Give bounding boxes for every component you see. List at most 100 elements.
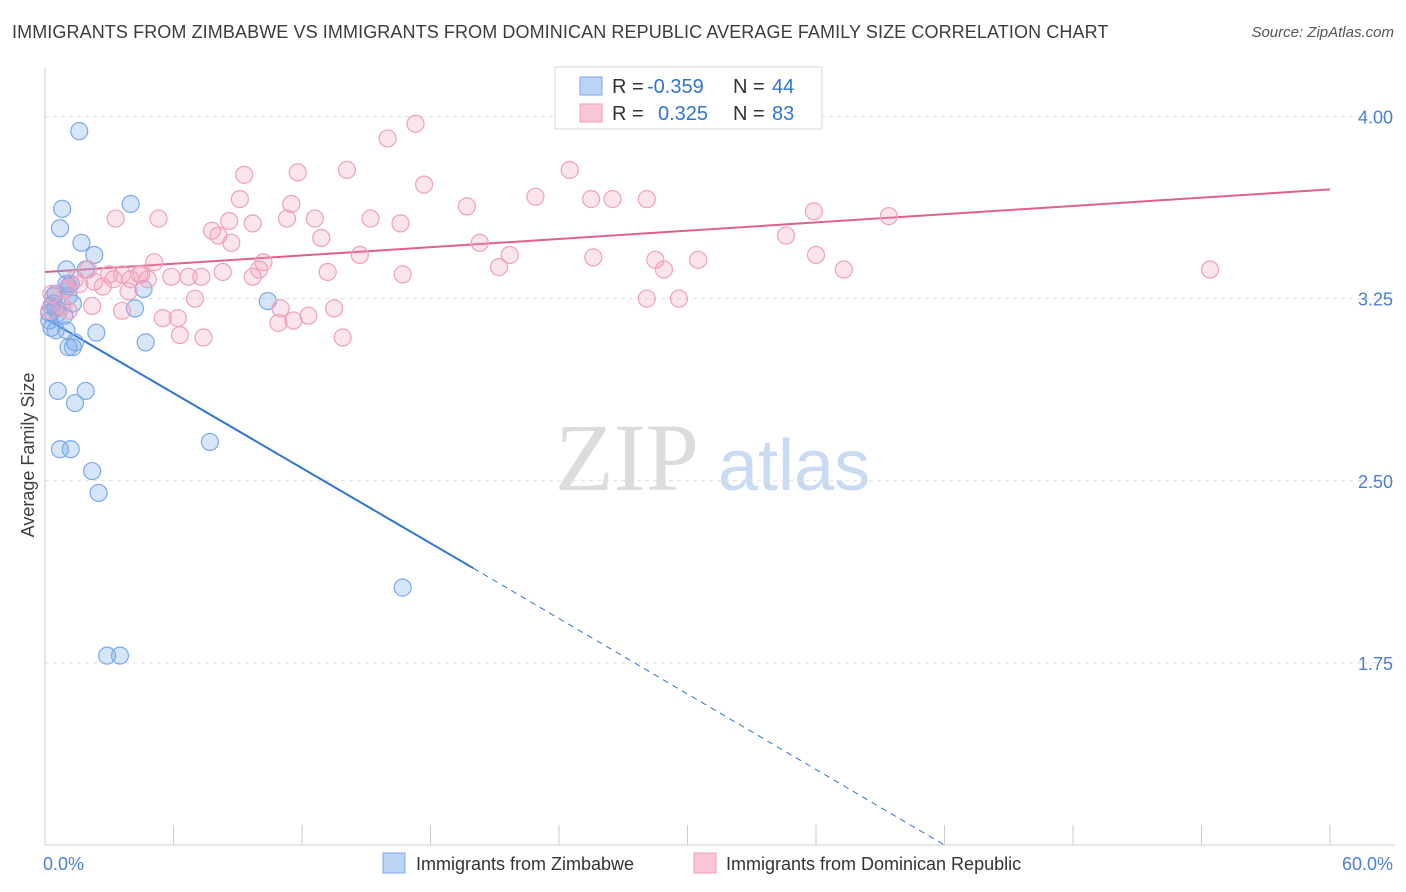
point-zimbabwe-1 (53, 199, 72, 218)
point-dominican-65 (185, 289, 205, 308)
legend-label-dominican: Immigrants from Dominican Republic (726, 854, 1021, 874)
point-zimbabwe-28 (50, 440, 70, 459)
point-dominican-27 (312, 228, 331, 248)
point-dominican-5 (560, 160, 579, 180)
point-dominican-1 (378, 129, 397, 148)
chart-title: IMMIGRANTS FROM ZIMBABWE VS IMMIGRANTS F… (12, 22, 1109, 42)
point-dominican-75 (299, 306, 318, 325)
point-dominican-44 (1200, 260, 1220, 279)
y-tick-labels: 4.00 3.25 2.50 1.75 (1358, 108, 1393, 674)
stats-r-label-1: R = (612, 76, 644, 98)
trend-line-zimbabwe (44, 317, 474, 570)
watermark-zip: ZIP (555, 404, 699, 511)
point-dominican-23 (391, 214, 410, 233)
point-dominican-53 (213, 262, 232, 282)
y-tick-label-3: 1.75 (1358, 654, 1393, 674)
stats-n-label-2: N = (733, 103, 765, 125)
point-dominican-82 (130, 265, 149, 284)
stats-n-label-1: N = (733, 76, 765, 98)
y-tick-label-2: 2.50 (1358, 472, 1393, 492)
point-dominican-4 (337, 160, 357, 180)
point-zimbabwe-20 (87, 323, 106, 342)
point-dominican-71 (153, 308, 172, 328)
x-tick-labels: 0.0% 60.0% (43, 854, 1393, 874)
point-dominican-14 (804, 202, 823, 221)
point-zimbabwe-27 (65, 393, 85, 413)
point-dominican-74 (325, 299, 344, 318)
trend-line-zimbabwe-extension (473, 567, 945, 846)
point-dominican-21 (305, 209, 324, 228)
point-dominican-69 (40, 301, 59, 320)
point-zimbabwe-35 (134, 279, 153, 299)
point-dominican-73 (271, 299, 290, 318)
point-dominican-68 (59, 301, 78, 320)
point-dominican-30 (500, 245, 519, 265)
stats-n-value-2: 83 (772, 103, 794, 125)
point-dominican-77 (269, 313, 288, 333)
point-dominican-26 (222, 233, 241, 252)
point-dominican-13 (637, 190, 656, 209)
point-zimbabwe-43 (59, 277, 78, 296)
data-points (40, 114, 1220, 665)
point-dominican-31 (584, 248, 603, 267)
legend-label-zimbabwe: Immigrants from Zimbabwe (416, 854, 634, 874)
point-zimbabwe-30 (83, 461, 102, 481)
point-dominican-3 (288, 163, 307, 182)
point-dominican-72 (168, 308, 187, 328)
y-tick-label-1: 3.25 (1358, 290, 1393, 310)
point-dominican-6 (414, 175, 434, 194)
point-dominican-18 (220, 211, 239, 231)
stats-box: R = -0.359 N = 44 R = 0.325 N = 83 (554, 66, 823, 130)
point-dominican-50 (162, 267, 181, 286)
y-tick-label-0: 4.00 (1358, 108, 1393, 128)
point-dominican-64 (669, 289, 689, 308)
point-dominican-56 (85, 272, 104, 291)
point-dominican-80 (333, 328, 352, 347)
legend-swatch-zimbabwe (382, 852, 406, 874)
point-dominican-76 (284, 311, 303, 330)
point-zimbabwe-0 (70, 122, 89, 141)
point-dominican-34 (806, 245, 826, 265)
point-dominican-17 (149, 209, 168, 228)
point-dominican-29 (470, 233, 489, 252)
point-dominican-11 (582, 190, 601, 209)
point-dominican-16 (106, 209, 125, 228)
legend: Immigrants from Zimbabwe Immigrants from… (382, 852, 1021, 874)
point-dominican-62 (93, 277, 112, 296)
point-zimbabwe-26 (76, 381, 95, 401)
point-dominican-40 (393, 265, 412, 284)
point-dominican-81 (83, 296, 102, 316)
point-dominican-38 (250, 260, 269, 279)
point-dominican-9 (457, 197, 477, 216)
point-dominican-41 (489, 258, 509, 277)
point-zimbabwe-3 (72, 233, 91, 252)
point-dominican-79 (194, 328, 213, 347)
stats-swatch-dominican (579, 103, 603, 123)
trend-lines (44, 188, 1331, 846)
point-dominican-52 (192, 267, 211, 286)
source-credit: Source: ZipAtlas.com (1251, 24, 1394, 41)
point-zimbabwe-25 (48, 381, 67, 401)
point-zimbabwe-29 (61, 440, 80, 459)
point-dominican-54 (243, 267, 262, 286)
point-dominican-61 (119, 282, 138, 301)
x-tick-label-1: 60.0% (1342, 854, 1393, 874)
stats-r-value-1: -0.359 (647, 76, 704, 98)
point-zimbabwe-36 (393, 578, 412, 597)
point-dominican-20 (277, 209, 297, 228)
point-dominican-0 (406, 114, 425, 133)
point-dominican-28 (776, 226, 796, 245)
point-dominican-10 (526, 187, 545, 206)
stats-r-value-2: 0.325 (658, 103, 708, 125)
stats-n-value-1: 44 (772, 76, 794, 98)
point-dominican-43 (834, 260, 853, 279)
legend-swatch-dominican (693, 852, 717, 874)
point-dominican-39 (318, 262, 337, 282)
point-dominican-35 (350, 245, 369, 265)
point-zimbabwe-18 (46, 321, 65, 340)
point-dominican-51 (179, 267, 198, 286)
point-dominican-33 (689, 250, 708, 269)
point-dominican-15 (879, 207, 898, 226)
point-zimbabwe-5 (121, 194, 140, 214)
